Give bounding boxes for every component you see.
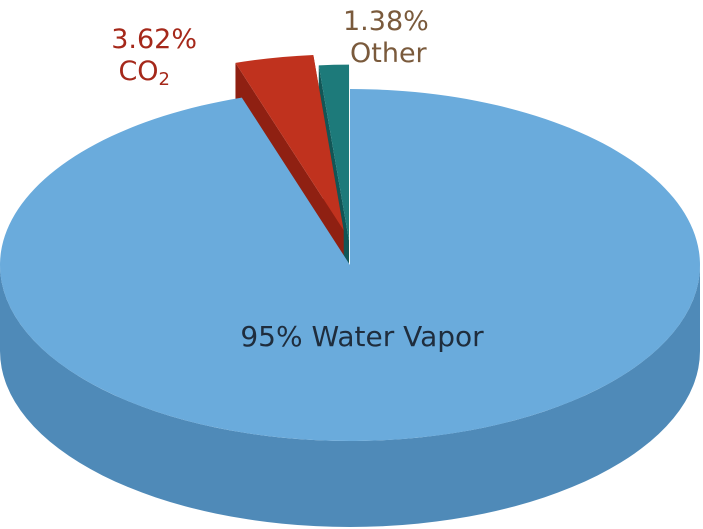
- water-vapor-label: 95% Water Vapor: [240, 320, 484, 353]
- other-percent-label: 1.38%: [343, 6, 429, 37]
- co2-top: [235, 54, 344, 231]
- labels-layer: 95% Water Vapor 3.62% CO2 1.38% Other: [111, 6, 484, 353]
- other-name-label: Other: [350, 38, 428, 69]
- co2-name-text: CO: [118, 56, 158, 87]
- co2-subscript: 2: [159, 69, 170, 90]
- water-vapor-slice: [0, 89, 700, 527]
- other-top: [318, 64, 350, 241]
- slices-layer: [0, 54, 700, 527]
- water-vapor-side: [0, 265, 700, 527]
- co2-percent-label: 3.62%: [111, 24, 197, 55]
- co2-name-label: CO2: [118, 56, 170, 90]
- water-vapor-top: [0, 89, 700, 441]
